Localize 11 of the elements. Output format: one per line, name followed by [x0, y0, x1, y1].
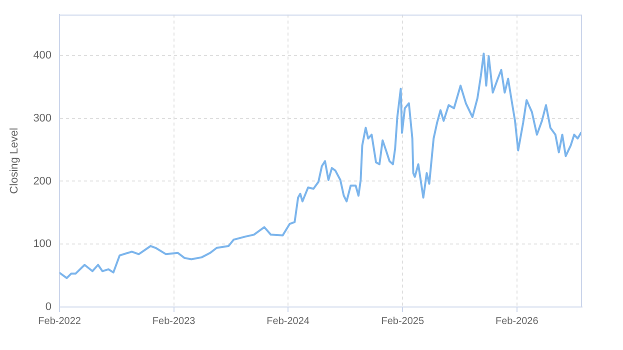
y-tick-label: 200: [33, 175, 52, 188]
x-tick-label: Feb-2026: [495, 316, 539, 327]
y-tick-label: 0: [45, 301, 52, 314]
x-tick-label: Feb-2024: [266, 316, 310, 327]
x-tick-label: Feb-2023: [152, 316, 196, 327]
y-tick-label: 400: [33, 50, 52, 62]
x-tick-label: Feb-2025: [381, 316, 424, 327]
x-tick-label: Feb-2022: [38, 316, 82, 327]
y-tick-label: 100: [33, 238, 52, 250]
y-tick-label: 300: [33, 112, 52, 124]
y-axis-title: Closing Level: [8, 128, 21, 194]
